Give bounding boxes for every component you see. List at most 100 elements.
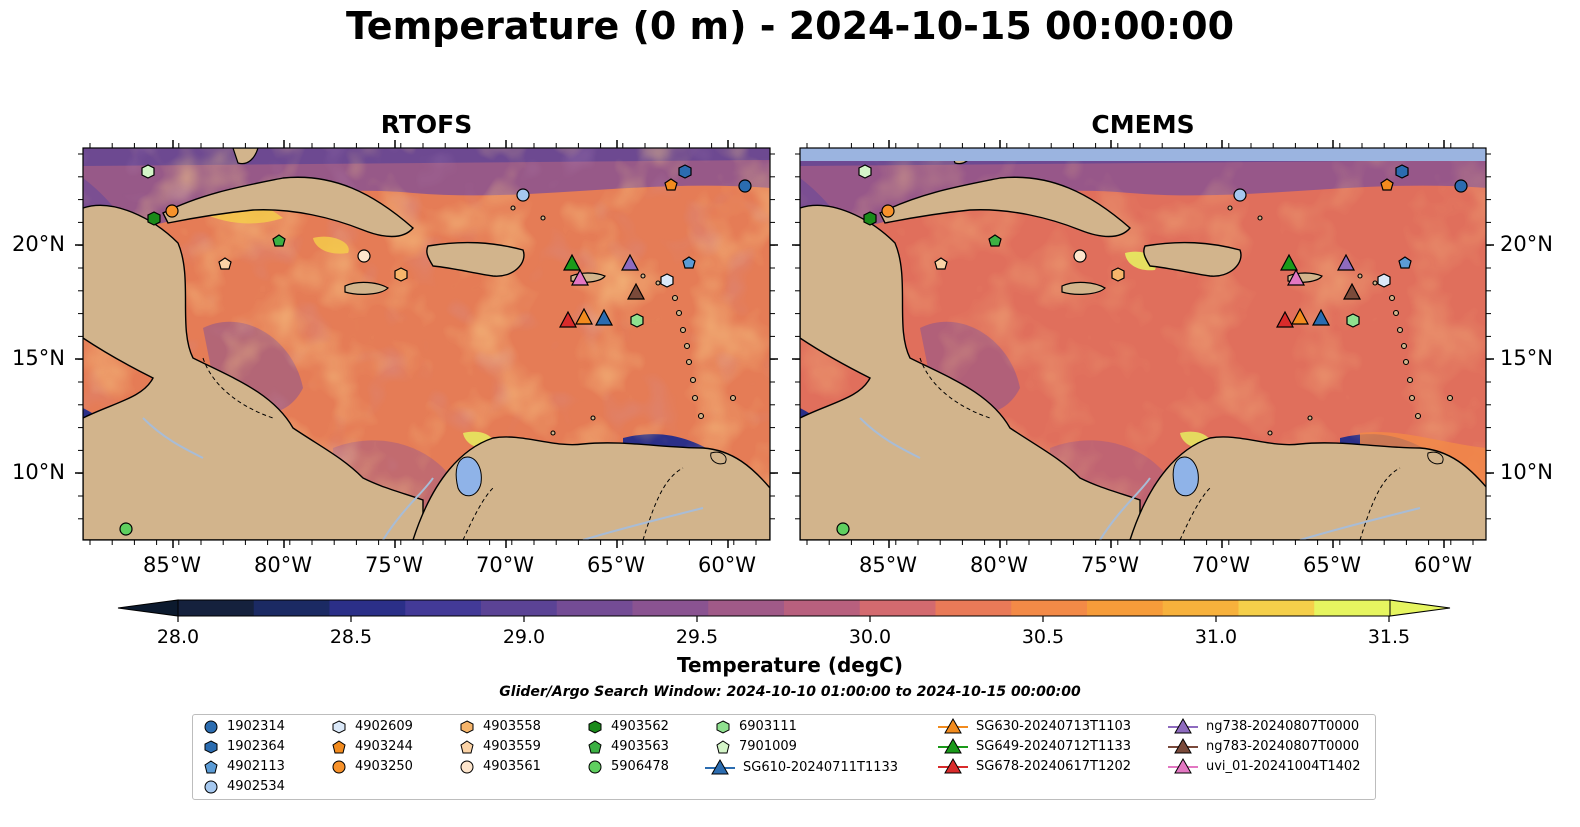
marker-SG649 xyxy=(563,253,581,271)
legend-item: 7901009 xyxy=(715,739,797,754)
legend-item: 4903244 xyxy=(331,739,413,754)
marker-SG610 xyxy=(595,308,613,326)
figure-title: Temperature (0 m) - 2024-10-15 00:00:00 xyxy=(345,4,1235,48)
legend-item: 4903558 xyxy=(459,719,541,734)
colorbar-segment xyxy=(1162,600,1240,616)
colorbar-segment xyxy=(1238,600,1315,616)
marker-4903561 xyxy=(357,249,371,263)
marker-1902364 xyxy=(678,164,692,179)
legend-item: 1902314 xyxy=(203,719,285,734)
lon-tick-label: 80°W xyxy=(970,553,1028,577)
colorbar-segment xyxy=(708,600,785,616)
lon-tick-label: 60°W xyxy=(698,553,756,577)
legend: 1902314 1902364 4902113 4902534 4902609 … xyxy=(192,714,1376,800)
legend-item: 4903250 xyxy=(331,759,413,774)
cmems-frame xyxy=(799,147,1487,541)
marker-4902113 xyxy=(682,256,696,269)
colorbar-label: Temperature (degC) xyxy=(677,653,903,677)
lat-tick-label: 20°N xyxy=(1500,232,1553,256)
colorbar-segment xyxy=(859,600,937,616)
lon-tick-label: 60°W xyxy=(1414,553,1472,577)
legend-item: 4903559 xyxy=(459,739,541,754)
rtofs-markers xyxy=(119,164,752,536)
legend-item: uvi_01-20241004T1402 xyxy=(1168,758,1360,774)
legend-item: 5906478 xyxy=(587,759,669,774)
colorbar-tick: 30.5 xyxy=(1021,626,1065,648)
marker-uvi01 xyxy=(571,268,589,286)
marker-7901009 xyxy=(141,164,155,179)
legend-item: SG649-20240712T1133 xyxy=(938,738,1131,754)
marker-4903563 xyxy=(272,234,286,247)
rtofs-map xyxy=(83,148,770,540)
marker-4903559 xyxy=(218,257,232,270)
colorbar-segment xyxy=(935,600,1012,616)
lat-tick-label: 10°N xyxy=(12,460,65,484)
lat-tick-label: 15°N xyxy=(1500,346,1553,370)
marker-4902609 xyxy=(660,273,674,288)
panel-title-rtofs: RTOFS xyxy=(380,110,473,139)
lon-tick-label: 65°W xyxy=(587,553,645,577)
lon-tick-label: 75°W xyxy=(1081,553,1139,577)
lon-tick-label: 75°W xyxy=(365,553,423,577)
panel-title-cmems: CMEMS xyxy=(1091,110,1195,139)
legend-item: 4902113 xyxy=(203,759,285,774)
colorbar-tick: 29.0 xyxy=(502,626,546,648)
marker-5906478 xyxy=(119,522,133,536)
colorbar-tick: 28.5 xyxy=(329,626,373,648)
marker-4903558 xyxy=(394,267,408,282)
colorbar xyxy=(117,599,1451,622)
rtofs-frame xyxy=(82,147,771,541)
legend-item: SG610-20240711T1133 xyxy=(705,759,898,775)
axis-ticks xyxy=(75,140,1494,548)
colorbar-segment xyxy=(1087,600,1164,616)
legend-item: 4903563 xyxy=(587,739,669,754)
marker-6903111 xyxy=(630,313,644,328)
colorbar-tick: 29.5 xyxy=(675,626,719,648)
lon-tick-label: 65°W xyxy=(1303,553,1361,577)
colorbar-tick: 31.0 xyxy=(1194,626,1238,648)
colorbar-segment xyxy=(405,600,482,616)
colorbar-segment xyxy=(556,600,634,616)
minor-ticks xyxy=(78,143,1491,545)
legend-item: 6903111 xyxy=(715,719,797,734)
colorbar-max-extend xyxy=(1389,599,1451,617)
colorbar-segment xyxy=(784,600,861,616)
marker-ng738 xyxy=(621,253,639,271)
search-window-text: Glider/Argo Search Window: 2024-10-10 01… xyxy=(499,684,1081,700)
colorbar-segment xyxy=(632,600,709,616)
lat-tick-label: 10°N xyxy=(1500,460,1553,484)
colorbar-segment xyxy=(481,600,558,616)
cmems-map xyxy=(800,148,1486,540)
lon-tick-label: 70°W xyxy=(476,553,534,577)
colorbar-segment xyxy=(253,600,331,616)
legend-item: ng783-20240807T0000 xyxy=(1168,738,1359,754)
marker-4903244 xyxy=(664,178,678,191)
colorbar-segment xyxy=(1314,600,1391,616)
lon-tick-label: 85°W xyxy=(143,553,201,577)
legend-item: 1902364 xyxy=(203,739,285,754)
lon-tick-label: 85°W xyxy=(859,553,917,577)
colorbar-segment xyxy=(329,600,406,616)
colorbar-tick: 31.5 xyxy=(1367,626,1411,648)
colorbar-tick: 30.0 xyxy=(848,626,892,648)
colorbar-segment xyxy=(1011,600,1088,616)
legend-item: ng738-20240807T0000 xyxy=(1168,718,1359,734)
colorbar-tick: 28.0 xyxy=(156,626,200,648)
legend-item: 4902609 xyxy=(331,719,413,734)
legend-item: SG630-20240713T1103 xyxy=(938,718,1131,734)
colorbar-min-extend xyxy=(117,599,179,617)
cmems-markers xyxy=(836,164,1468,536)
legend-item: 4903561 xyxy=(459,759,541,774)
legend-item: SG678-20240617T1202 xyxy=(938,758,1131,774)
marker-SG630 xyxy=(575,307,593,325)
marker-ng783 xyxy=(627,282,645,300)
legend-item: 4903562 xyxy=(587,719,669,734)
legend-item: 4902534 xyxy=(203,779,285,794)
marker-1902314 xyxy=(738,179,752,193)
lon-tick-label: 70°W xyxy=(1192,553,1250,577)
lon-tick-label: 80°W xyxy=(254,553,312,577)
marker-SG678 xyxy=(559,310,577,328)
marker-4903562 xyxy=(147,211,161,226)
marker-4903250 xyxy=(165,204,179,218)
